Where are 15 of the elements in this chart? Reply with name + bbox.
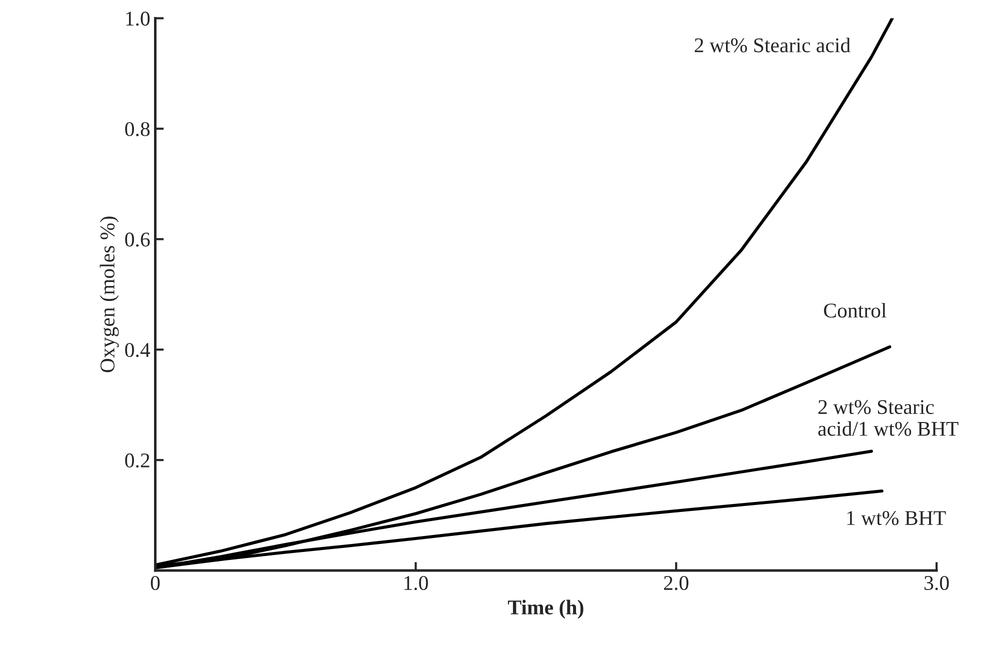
x-axis-title: Time (h) [508, 600, 584, 619]
series-label: 1 wt% BHT [847, 511, 946, 526]
series-label: 2 wt% Stearic acid/1 wt% BHT [818, 400, 958, 436]
x-tick-label: 2.0 [664, 576, 688, 590]
x-tick-label: 1.0 [404, 576, 428, 590]
y-tick-label: 1.0 [126, 12, 150, 26]
series-label: 2 wt% Stearic acid [694, 38, 850, 52]
y-tick-label: 0.2 [125, 453, 150, 468]
y-tick-label: 0.4 [125, 342, 150, 358]
y-axis-title: Oxygen (moles %) [100, 216, 119, 372]
y-tick-label: 0.6 [125, 232, 150, 247]
y-tick-label: 0.8 [125, 122, 150, 136]
x-tick-label: 3.0 [924, 576, 949, 590]
series-label: Control [824, 302, 886, 318]
x-tick-label: 0 [150, 576, 160, 590]
